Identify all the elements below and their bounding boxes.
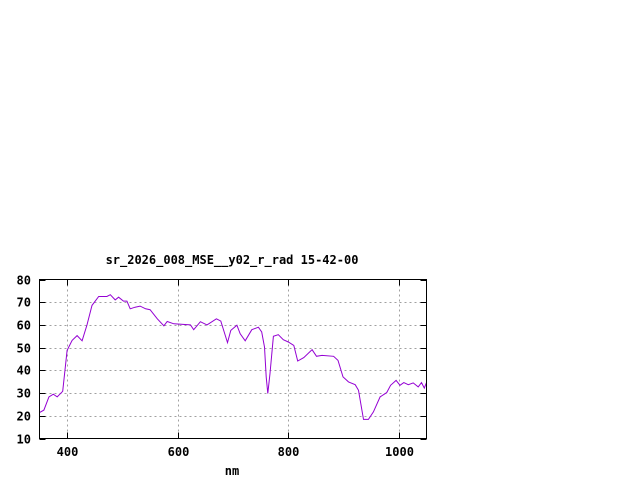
- y-tick-label: 50: [17, 342, 31, 356]
- chart-title: sr_2026_008_MSE__y02_r_rad 15-42-00: [106, 253, 359, 268]
- grid: [39, 279, 427, 439]
- y-tick-label: 40: [17, 364, 31, 378]
- y-tick-label: 30: [17, 387, 31, 401]
- x-axis-label: nm: [225, 464, 239, 478]
- x-tick-label: 800: [278, 445, 300, 459]
- y-tick-label: 20: [17, 410, 31, 424]
- x-tick-label: 600: [168, 445, 190, 459]
- y-tick-label: 10: [17, 433, 31, 447]
- series-line: [39, 294, 427, 420]
- x-tick-label: 1000: [385, 445, 414, 459]
- y-tick-label: 80: [17, 274, 31, 288]
- x-tick-label: 400: [57, 445, 79, 459]
- plot-frame: [39, 279, 427, 439]
- y-tick-label: 70: [17, 296, 31, 310]
- y-tick-label: 60: [17, 319, 31, 333]
- axis-ticks: 10 20 30 40 50 60 70 80 400 600 800 1000: [17, 274, 427, 459]
